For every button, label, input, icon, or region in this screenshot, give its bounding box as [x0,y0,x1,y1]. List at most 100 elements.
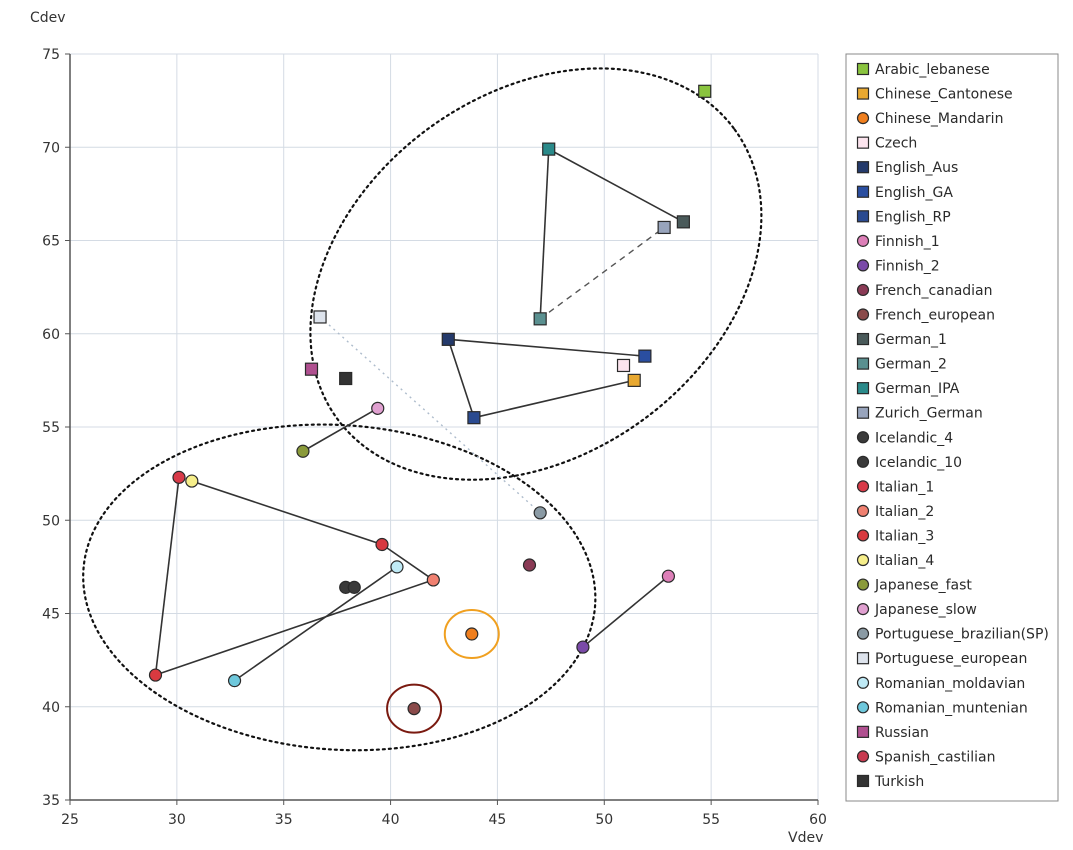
point-czech [616,358,631,373]
legend-label-english-aus: English_Aus [875,160,958,176]
legend-marker-chinese-cantonese [856,87,870,100]
connection-line [548,148,684,223]
legend-label-turkish: Turkish [874,774,924,790]
legend-label-chinese-mandarin: Chinese_Mandarin [875,111,1003,127]
highlight-circle [443,609,500,660]
legend-label-english-rp: English_RP [875,209,951,225]
point-german-2 [533,312,547,326]
x-tick-label: 40 [382,812,400,828]
legend-label-english-ga: English_GA [875,185,953,201]
x-axis-title: Vdev [788,830,823,846]
legend-label-portuguese-european: Portuguese_european [875,651,1027,667]
legend-label-french-european: French_european [875,308,995,324]
legend-label-french-canadian: French_canadian [875,283,993,299]
point-romanian-muntenian [227,674,242,688]
legend-label-portuguese-brazilian-sp: Portuguese_brazilian(SP) [875,627,1049,643]
point-french-canadian [522,558,537,572]
point-chinese-mandarin [465,627,479,641]
y-tick-label: 70 [42,140,60,156]
legend-label-icelandic-10: Icelandic_10 [875,455,962,471]
legend-marker-english-ga [856,185,870,198]
legend: Arabic_lebanese Chinese_Cantonese Chinese_… [845,53,1059,802]
legend-marker-english-aus [856,161,870,174]
point-english-rp [467,411,481,425]
connection-line [319,316,541,514]
point-french-european [407,702,421,716]
x-tick-label: 35 [275,812,293,828]
y-tick-label: 75 [42,47,60,63]
y-tick-label: 65 [42,234,60,250]
connection-line [155,579,434,676]
point-english-ga [638,349,652,363]
point-russian [304,362,319,376]
connection-line [154,477,180,676]
point-icelandic-10 [347,580,361,594]
y-tick-label: 50 [42,513,60,529]
connection-line [381,543,434,581]
point-chinese-cantonese [627,373,641,387]
y-tick-label: 55 [42,420,60,436]
legend-label-romanian-muntenian: Romanian_muntenian [875,700,1028,716]
legend-marker-french-european [856,308,870,321]
x-tick-label: 45 [489,812,507,828]
legend-label-finnish-1: Finnish_1 [875,234,940,250]
legend-marker-italian-3 [856,529,870,542]
legend-label-romanian-moldavian: Romanian_moldavian [875,676,1025,692]
legend-marker-japanese-fast [856,578,870,591]
x-tick-label: 50 [595,812,613,828]
point-english-aus [441,332,455,346]
data-points [148,84,712,716]
x-tick-label: 60 [809,812,827,828]
connection-line [448,338,645,357]
legend-marker-romanian-moldavian [856,676,870,689]
legend-label-german-2: German_2 [875,357,947,373]
point-italian-4 [185,474,199,488]
point-italian-1 [172,470,186,484]
legend-label-spanish-castilian: Spanish_castilian [875,749,995,765]
legend-marker-finnish-1 [856,234,870,247]
connection-line [234,566,398,682]
y-tick-label: 40 [42,700,60,716]
x-tick-label: 30 [168,812,186,828]
legend-marker-romanian-muntenian [856,701,870,714]
x-tick-label: 55 [702,812,720,828]
legend-label-icelandic-4: Icelandic_4 [875,430,953,446]
legend-marker-russian [856,725,870,738]
connection-line [447,339,475,418]
point-romanian-moldavian [390,560,404,574]
legend-marker-chinese-mandarin [856,111,870,125]
legend-label-finnish-2: Finnish_2 [875,258,940,274]
point-japanese-slow [371,401,385,415]
legend-label-russian: Russian [875,725,929,741]
x-tick-label: 25 [61,812,79,828]
connection-line [539,149,550,319]
axis-ticks: 25 30 35 40 45 50 55 60 35 40 45 50 55 60 65 70 75 [42,47,827,828]
legend-marker-japanese-slow [856,602,870,616]
legend-marker-portuguese-european [856,652,870,665]
legend-marker-turkish [856,774,870,788]
legend-label-german-1: German_1 [875,332,947,348]
legend-label-italian-2: Italian_2 [875,504,934,520]
cluster-ellipses [82,67,763,752]
point-italian-3 [148,668,163,682]
point-finnish-1 [661,569,676,583]
legend-label-italian-3: Italian_3 [875,528,934,544]
grid [70,53,819,800]
point-portuguese-brazilian-sp [533,506,547,520]
highlight-circles [386,609,500,734]
point-portuguese-european [313,310,327,324]
legend-marker-icelandic-10 [856,455,870,468]
point-zurich-german [657,220,671,235]
legend-marker-arabic-lebanese [856,62,870,76]
point-arabic-lebanese [698,84,712,98]
point-turkish [339,371,353,386]
legend-marker-czech [856,136,870,149]
legend-marker-zurich-german [856,406,870,419]
legend-label-arabic-lebanese: Arabic_lebanese [875,62,990,78]
legend-marker-german-2 [856,357,870,370]
legend-marker-english-rp [856,210,870,223]
legend-marker-italian-1 [856,480,870,493]
y-tick-label: 35 [42,793,60,809]
legend-label-chinese-cantonese: Chinese_Cantonese [875,87,1013,103]
